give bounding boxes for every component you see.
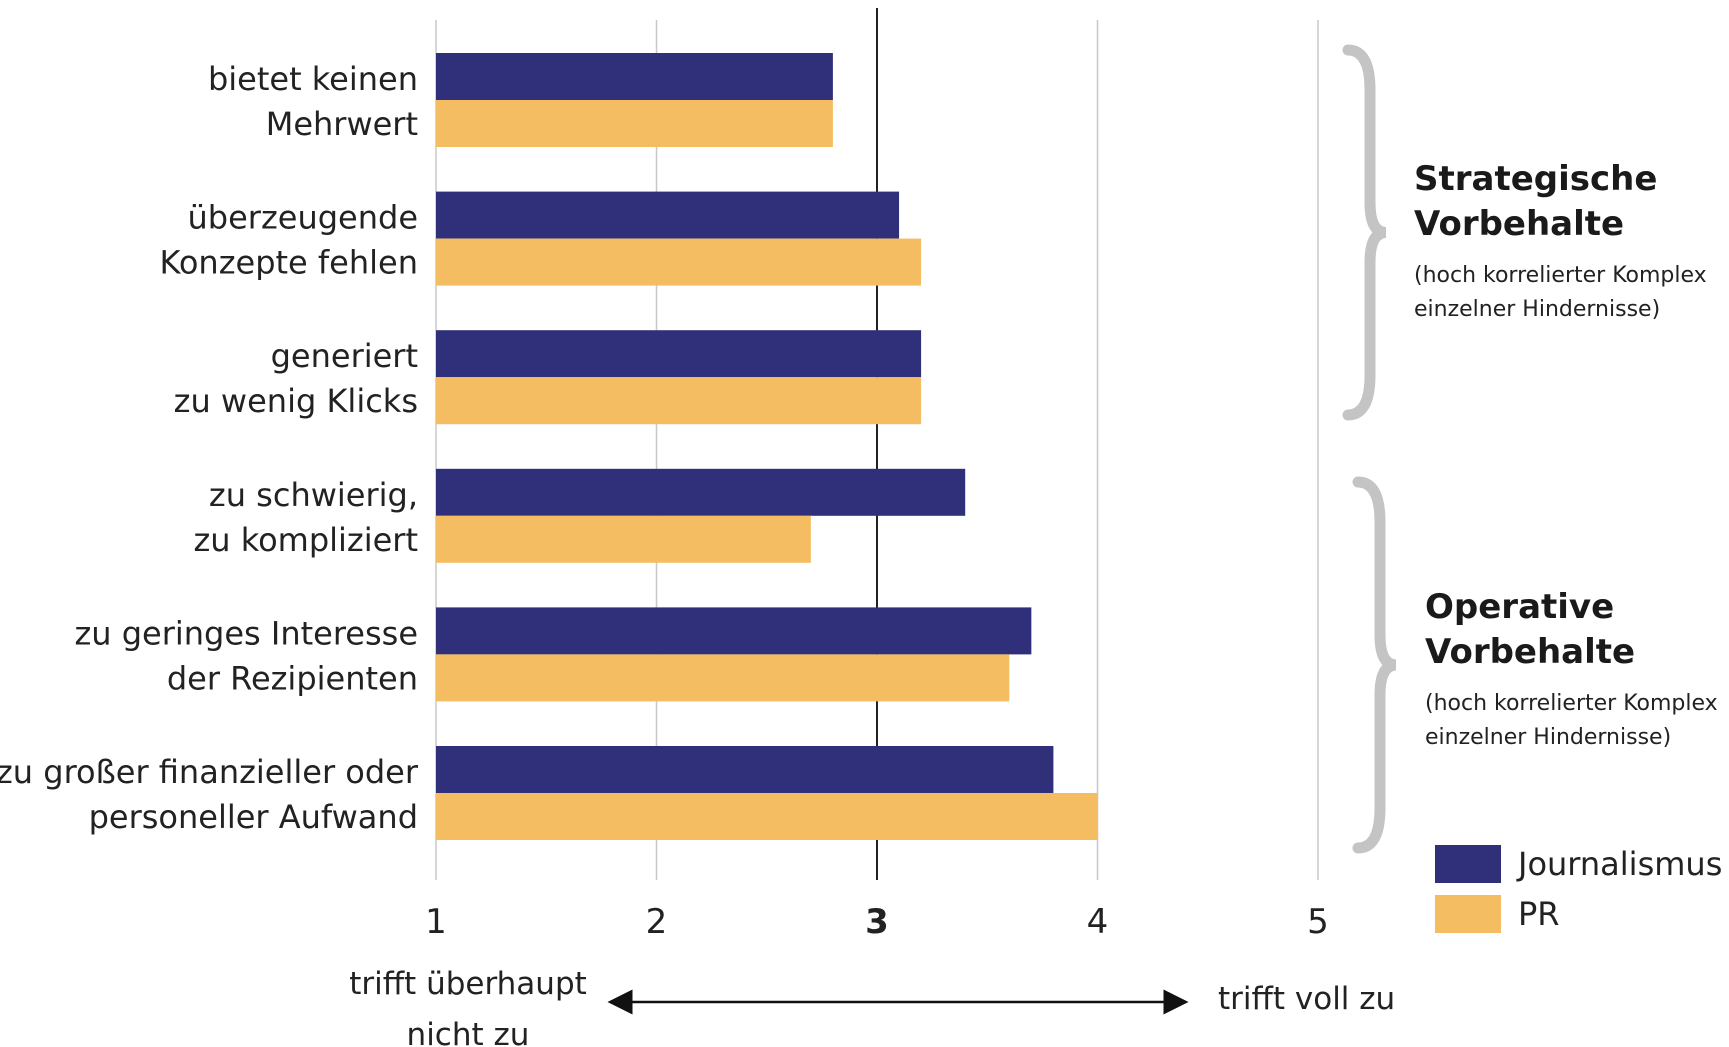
category-label: Mehrwert <box>266 105 418 143</box>
group-note: einzelner Hindernisse) <box>1414 297 1660 322</box>
category-label: zu geringes Interesse <box>74 614 418 652</box>
bar-pr <box>436 377 922 425</box>
category-label: personeller Aufwand <box>89 798 418 836</box>
category-label: der Rezipienten <box>167 659 418 697</box>
group-note: (hoch korrelierter Komplex <box>1425 691 1718 716</box>
x-axis-ticks: 1 2 3 4 5 <box>425 902 1329 942</box>
group-title: Vorbehalte <box>1425 632 1635 672</box>
category-label: zu kompliziert <box>193 521 418 559</box>
scale-label-low: nicht zu <box>407 1017 530 1047</box>
scale-label-high: trifft voll zu <box>1218 981 1395 1017</box>
category-label: zu schwierig, <box>209 476 418 514</box>
legend-swatch <box>1435 845 1501 883</box>
group-title: Vorbehalte <box>1414 204 1624 244</box>
x-tick-label: 4 <box>1087 902 1109 942</box>
bar-pr <box>436 238 922 286</box>
grid-lines <box>435 8 1319 880</box>
category-labels: bietet keinen Mehrwert überzeugende Konzept… <box>0 60 419 836</box>
x-tick-label: 1 <box>425 902 447 942</box>
x-tick-label: 5 <box>1307 902 1329 942</box>
category-label: bietet keinen <box>208 60 418 98</box>
legend-label: PR <box>1518 895 1560 933</box>
bar-journalismus <box>436 330 922 378</box>
group-title: Strategische <box>1414 159 1657 199</box>
category-label: zu großer finanzieller oder <box>0 753 419 791</box>
bar-pr <box>436 100 833 147</box>
group-title: Operative <box>1425 587 1614 627</box>
group-annotations: Strategische Vorbehalte (hoch korrelierter… <box>1342 44 1718 854</box>
bar-journalismus <box>436 191 900 239</box>
bar-journalismus <box>436 468 966 516</box>
scale-label-low: trifft überhaupt <box>349 966 587 1002</box>
bar-pr <box>436 654 1010 702</box>
category-label: Konzepte fehlen <box>159 244 418 282</box>
bar-pr <box>436 793 1098 840</box>
x-tick-label: 3 <box>865 902 889 942</box>
bar-journalismus <box>436 746 1054 793</box>
legend: Journalismus PR <box>1435 845 1722 933</box>
scale-annotation: trifft überhaupt nicht zu trifft voll zu <box>349 966 1395 1047</box>
group-note: einzelner Hindernisse) <box>1425 725 1671 750</box>
group-brace <box>1352 476 1397 854</box>
legend-label: Journalismus <box>1516 845 1722 883</box>
bar-journalismus <box>436 53 833 100</box>
bar-journalismus <box>436 607 1032 655</box>
x-tick-label: 2 <box>646 902 668 942</box>
bars <box>436 53 1098 840</box>
legend-swatch <box>1435 895 1501 933</box>
category-label: überzeugende <box>188 199 418 237</box>
group-brace <box>1342 44 1387 421</box>
category-label: zu wenig Klicks <box>174 382 418 420</box>
bar-pr <box>436 515 811 563</box>
group-note: (hoch korrelierter Komplex <box>1414 263 1707 288</box>
category-label: generiert <box>271 337 418 375</box>
